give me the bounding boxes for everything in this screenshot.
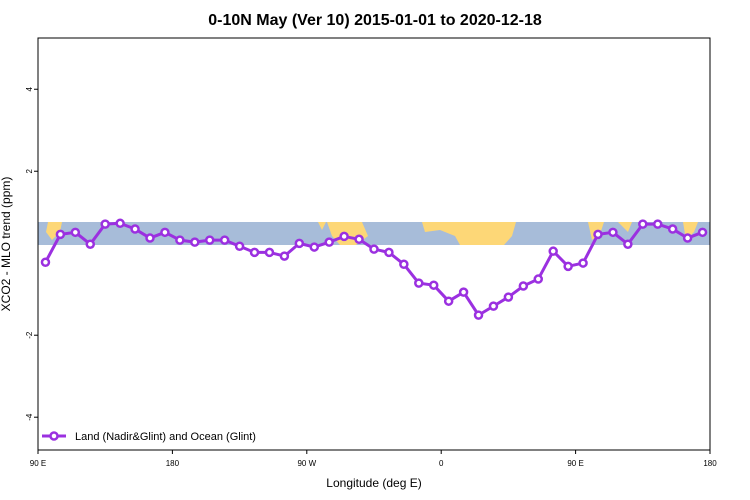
data-point	[548, 246, 558, 256]
data-point	[533, 274, 544, 284]
data-point	[384, 247, 394, 258]
data-point	[354, 234, 364, 245]
data-point	[115, 218, 125, 229]
data-point	[608, 227, 618, 238]
chart-title: 0-10N May (Ver 10) 2015-01-01 to 2020-12…	[208, 12, 542, 29]
data-point	[518, 281, 529, 291]
y-tick-label: 2	[25, 168, 34, 173]
y-tick-label: 4	[25, 86, 34, 91]
data-point	[473, 310, 484, 320]
data-point	[145, 233, 155, 243]
y-tick-label: -4	[25, 413, 34, 421]
data-point	[204, 235, 215, 245]
data-point	[578, 258, 588, 268]
data-point	[428, 280, 439, 290]
data-point	[399, 259, 409, 270]
x-tick-label: 180	[703, 459, 717, 468]
data-point	[130, 224, 140, 234]
legend-label: Land (Nadir&Glint) and Ocean (Glint)	[75, 431, 256, 443]
data-point	[294, 238, 305, 249]
data-point	[234, 241, 245, 252]
data-point	[219, 235, 230, 245]
data-point	[70, 227, 81, 238]
data-point	[697, 227, 708, 238]
land	[422, 222, 516, 245]
x-tick-label: 90 W	[297, 459, 316, 468]
data-point	[414, 278, 424, 288]
data-point	[652, 219, 663, 229]
legend-marker	[49, 431, 59, 441]
data-point	[563, 261, 573, 272]
x-tick-label: 90 E	[30, 459, 46, 468]
plot-frame	[37, 37, 711, 451]
data-point	[443, 296, 454, 306]
data-point	[85, 239, 96, 249]
x-tick-label: 180	[166, 459, 180, 468]
data-point	[309, 242, 320, 252]
data-point	[55, 229, 66, 240]
data-point	[279, 251, 290, 261]
data-point	[503, 292, 514, 302]
data-point	[623, 239, 633, 249]
data-point	[160, 227, 170, 238]
land	[618, 222, 632, 232]
data-point	[458, 287, 469, 297]
data-point	[324, 237, 334, 247]
data-point	[264, 247, 275, 258]
data-point	[638, 219, 648, 229]
data-point	[249, 247, 260, 258]
data-point	[369, 244, 379, 254]
land	[318, 222, 326, 230]
data-point	[593, 229, 603, 240]
data-point	[667, 224, 678, 234]
data-point	[488, 301, 499, 311]
data-point	[682, 233, 693, 243]
x-tick-label: 90 E	[567, 459, 583, 468]
y-axis-label: XCO2 - MLO trend (ppm)	[0, 177, 13, 312]
data-point	[100, 219, 110, 229]
data-point	[175, 235, 185, 245]
data-point	[339, 231, 349, 242]
x-axis-label: Longitude (deg E)	[326, 476, 421, 490]
data-point	[40, 257, 51, 267]
data-point	[190, 237, 200, 247]
land	[46, 222, 62, 240]
x-tick-label: 0	[439, 459, 444, 468]
y-tick-label: -2	[25, 331, 34, 339]
